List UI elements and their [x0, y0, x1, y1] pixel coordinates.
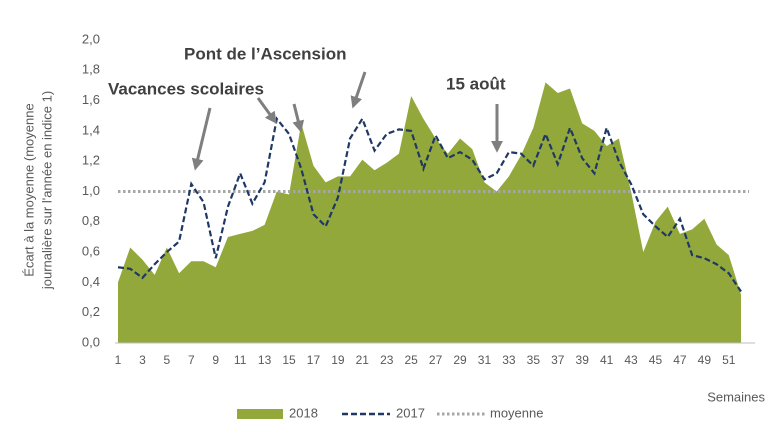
x-tick-label: 17	[307, 353, 321, 367]
x-tick-label: 43	[624, 353, 638, 367]
legend-label: moyenne	[490, 405, 543, 420]
arrow	[350, 71, 367, 109]
annotation: Pont de l’Ascension	[184, 44, 346, 63]
x-tick-label: 25	[404, 353, 418, 367]
x-tick-label: 35	[527, 353, 541, 367]
x-axis-label: Semaines	[707, 389, 765, 404]
y-tick-label: 0,8	[82, 213, 100, 228]
x-tick-label: 41	[600, 353, 614, 367]
x-tick-label: 39	[576, 353, 590, 367]
x-tick-label: 27	[429, 353, 443, 367]
y-tick-label: 0,6	[82, 244, 100, 259]
area-2018	[118, 82, 741, 344]
x-tick-label: 47	[673, 353, 687, 367]
y-tick-label: 1,4	[82, 122, 100, 137]
x-tick-label: 1	[115, 353, 122, 367]
x-tick-label: 23	[380, 353, 394, 367]
arrow	[256, 97, 277, 124]
x-tick-label: 29	[453, 353, 467, 367]
y-tick-label: 1,2	[82, 153, 100, 168]
x-tick-label: 31	[478, 353, 492, 367]
y-tick-label: 0,2	[82, 304, 100, 319]
x-tick-label: 49	[698, 353, 712, 367]
arrow	[292, 103, 305, 133]
plot: 0,00,20,40,60,81,01,21,41,61,82,01 3 5 7 9 11…	[82, 31, 755, 367]
y-tick-label: 0,4	[82, 274, 100, 289]
x-tick-label: 3	[139, 353, 146, 367]
x-tick-label: 33	[502, 353, 516, 367]
x-tick-label: 5	[164, 353, 171, 367]
y-tick-label: 2,0	[82, 31, 100, 46]
y-tick-label: 0,0	[82, 334, 100, 349]
annotation: 15 août	[446, 74, 506, 93]
legend-label: 2017	[396, 405, 425, 420]
y-axis-label: journalière sur l'année en indice 1)	[39, 91, 54, 290]
x-tick-label: 19	[331, 353, 345, 367]
line-2017	[117, 116, 742, 293]
legend-label: 2018	[289, 405, 318, 420]
x-tick-label: 13	[258, 353, 272, 367]
x-tick-label: 11	[234, 353, 247, 367]
y-tick-label: 1,0	[82, 183, 100, 198]
annotation: Vacances scolaires	[108, 79, 264, 98]
x-tick-label: 9	[212, 353, 219, 367]
x-tick-label: 51	[722, 353, 736, 367]
y-tick-label: 1,6	[82, 92, 100, 107]
legend-swatch	[237, 409, 283, 419]
x-tick-label: 7	[188, 353, 195, 367]
x-tick-label: 21	[356, 353, 370, 367]
x-tick-label: 37	[551, 353, 565, 367]
y-tick-label: 1,8	[82, 62, 100, 77]
arrow	[191, 107, 212, 171]
y-axis-label: Écart à la moyenne (moyenne	[21, 103, 36, 276]
x-tick-label: 45	[649, 353, 663, 367]
x-tick-label: 15	[282, 353, 296, 367]
